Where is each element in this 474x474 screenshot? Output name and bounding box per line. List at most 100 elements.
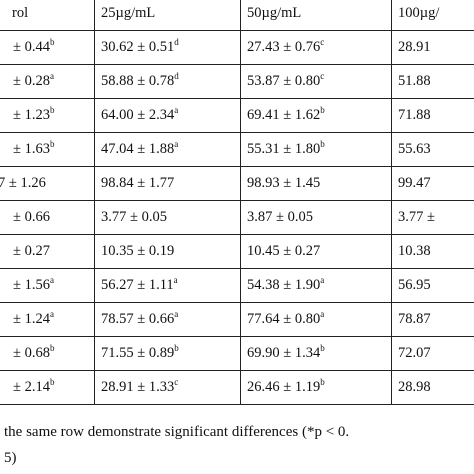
- table-cell: ± 1.23b: [0, 98, 95, 133]
- cell-value: 51.88: [398, 73, 431, 89]
- table-row: ± 1.56a 56.27 ± 1.11a 54.38 ± 1.90a 56.95: [0, 268, 474, 303]
- table-cell: 72.07: [391, 336, 474, 371]
- cell-superscript: b: [49, 139, 55, 150]
- cell-value: 71.88: [398, 107, 431, 123]
- cell-value: 10.35 ± 0.19: [101, 243, 175, 259]
- cell-value: 27.43 ± 0.76: [247, 39, 321, 55]
- table-row: ± 0.27 10.35 ± 0.19 10.45 ± 0.27 10.38: [0, 234, 474, 269]
- cell-superscript: a: [174, 105, 179, 116]
- cell-value: ± 0.44: [13, 39, 50, 55]
- table-cell: 56.95: [391, 268, 474, 303]
- table-cell: 51.88: [391, 64, 474, 99]
- table-cell: 28.98: [391, 370, 474, 405]
- cell-superscript: a: [49, 275, 54, 286]
- cell-value: 28.98: [398, 379, 431, 395]
- table-cell: 99.47: [391, 166, 474, 201]
- table-cell: ± 0.28a: [0, 64, 95, 99]
- table-cell: ± 0.44b: [0, 30, 95, 65]
- cell-value: 47.04 ± 1.88: [101, 141, 175, 157]
- cell-value: ± 0.66: [13, 209, 50, 225]
- table-cell: 7 ± 1.26: [0, 166, 95, 201]
- cell-value: ± 0.68: [13, 345, 50, 361]
- cell-value: 3.77 ±: [398, 209, 435, 225]
- cell-value: 78.87: [398, 311, 431, 327]
- table-cell: ± 2.14b: [0, 370, 95, 405]
- cell-value: 28.91: [398, 39, 431, 55]
- cell-superscript: d: [174, 37, 179, 48]
- table-row: ± 1.23b 64.00 ± 2.34a 69.41 ± 1.62b 71.88: [0, 98, 474, 133]
- header-100: 100µg/: [391, 0, 474, 31]
- table-cell: 69.41 ± 1.62b: [240, 98, 392, 133]
- cell-superscript: b: [49, 377, 55, 388]
- table-cell: 98.93 ± 1.45: [240, 166, 392, 201]
- cell-value: ± 1.56: [13, 277, 50, 293]
- cell-value: 3.77 ± 0.05: [101, 209, 167, 225]
- cell-value: 10.45 ± 0.27: [247, 243, 321, 259]
- cell-superscript: a: [49, 71, 54, 82]
- cell-superscript: b: [49, 105, 55, 116]
- cell-superscript: b: [174, 343, 179, 354]
- table-cell: 10.38: [391, 234, 474, 269]
- table-cell: 78.57 ± 0.66a: [94, 302, 241, 337]
- cell-value: 98.84 ± 1.77: [101, 175, 175, 191]
- cell-superscript: c: [320, 37, 325, 48]
- table-cell: 10.35 ± 0.19: [94, 234, 241, 269]
- cell-value: 56.95: [398, 277, 431, 293]
- table-cell: ± 0.27: [0, 234, 95, 269]
- table-footnote: the same row demonstrate significant dif…: [4, 419, 349, 471]
- table-cell: 26.46 ± 1.19b: [240, 370, 392, 405]
- table-cell: 28.91 ± 1.33c: [94, 370, 241, 405]
- cell-value: 99.47: [398, 175, 431, 191]
- cell-superscript: c: [174, 377, 179, 388]
- table-row: ± 0.44b 30.62 ± 0.51d 27.43 ± 0.76c 28.91: [0, 30, 474, 65]
- cell-value: 64.00 ± 2.34: [101, 107, 175, 123]
- cell-value: 55.63: [398, 141, 431, 157]
- table-row: ± 0.66 3.77 ± 0.05 3.87 ± 0.05 3.77 ±: [0, 200, 474, 235]
- cell-value: 98.93 ± 1.45: [247, 175, 321, 191]
- cell-value: 26.46 ± 1.19: [247, 379, 321, 395]
- table-cell: ± 1.56a: [0, 268, 95, 303]
- table-row: ± 2.14b 28.91 ± 1.33c 26.46 ± 1.19b 28.98: [0, 370, 474, 405]
- cell-superscript: a: [173, 275, 178, 286]
- cell-superscript: a: [174, 309, 179, 320]
- table-cell: 3.87 ± 0.05: [240, 200, 392, 235]
- table-cell: 71.88: [391, 98, 474, 133]
- cell-superscript: b: [320, 139, 325, 150]
- cell-superscript: b: [320, 105, 325, 116]
- cell-value: ± 0.27: [13, 243, 50, 259]
- table-cell: 3.77 ± 0.05: [94, 200, 241, 235]
- table-row: ± 0.28a 58.88 ± 0.78d 53.87 ± 0.80c 51.88: [0, 64, 474, 99]
- table-cell: 64.00 ± 2.34a: [94, 98, 241, 133]
- cell-value: 3.87 ± 0.05: [247, 209, 313, 225]
- cell-value: 53.87 ± 0.80: [247, 73, 321, 89]
- table-cell: 98.84 ± 1.77: [94, 166, 241, 201]
- cell-value: 10.38: [398, 243, 431, 259]
- table-cell: ± 1.63b: [0, 132, 95, 167]
- cell-value: 72.07: [398, 345, 431, 361]
- cell-superscript: c: [320, 71, 325, 82]
- table-cell: ± 0.68b: [0, 336, 95, 371]
- table-cell: 28.91: [391, 30, 474, 65]
- cell-value: 71.55 ± 0.89: [101, 345, 175, 361]
- cell-superscript: a: [174, 139, 179, 150]
- table-cell: ± 1.24a: [0, 302, 95, 337]
- cell-superscript: b: [49, 37, 55, 48]
- table-cell: 27.43 ± 0.76c: [240, 30, 392, 65]
- table-cell: 71.55 ± 0.89b: [94, 336, 241, 371]
- cell-value: 56.27 ± 1.11: [101, 277, 174, 293]
- table-row: ± 1.63b 47.04 ± 1.88a 55.31 ± 1.80b 55.63: [0, 132, 474, 167]
- cell-superscript: a: [49, 309, 54, 320]
- table-cell: 53.87 ± 0.80c: [240, 64, 392, 99]
- header-control: rol: [0, 0, 95, 31]
- table-cell: 56.27 ± 1.11a: [94, 268, 241, 303]
- table-cell: 78.87: [391, 302, 474, 337]
- header-25: 25µg/mL: [94, 0, 241, 31]
- cell-value: ± 0.28: [13, 73, 50, 89]
- table-cell: ± 0.66: [0, 200, 95, 235]
- cell-superscript: a: [320, 309, 325, 320]
- table-cell: 69.90 ± 1.34b: [240, 336, 392, 371]
- table-row: ± 0.68b 71.55 ± 0.89b 69.90 ± 1.34b 72.07: [0, 336, 474, 371]
- cell-value: 55.31 ± 1.80: [247, 141, 321, 157]
- cell-superscript: d: [174, 71, 179, 82]
